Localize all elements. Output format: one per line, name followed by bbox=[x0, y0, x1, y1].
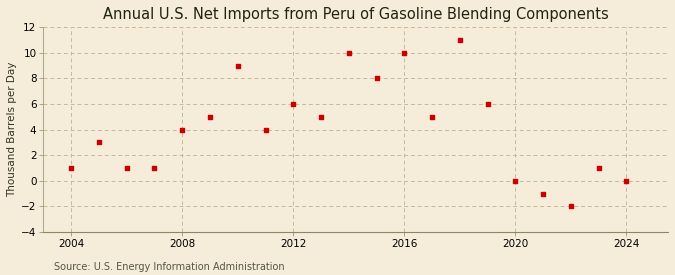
Point bbox=[399, 51, 410, 55]
Point bbox=[316, 115, 327, 119]
Point bbox=[122, 166, 132, 170]
Y-axis label: Thousand Barrels per Day: Thousand Barrels per Day bbox=[7, 62, 17, 197]
Point bbox=[205, 115, 215, 119]
Point bbox=[260, 127, 271, 132]
Point bbox=[538, 191, 549, 196]
Point bbox=[288, 102, 298, 106]
Title: Annual U.S. Net Imports from Peru of Gasoline Blending Components: Annual U.S. Net Imports from Peru of Gas… bbox=[103, 7, 609, 22]
Text: Source: U.S. Energy Information Administration: Source: U.S. Energy Information Administ… bbox=[54, 262, 285, 272]
Point bbox=[371, 76, 382, 81]
Point bbox=[593, 166, 604, 170]
Point bbox=[482, 102, 493, 106]
Point bbox=[94, 140, 105, 145]
Point bbox=[232, 64, 243, 68]
Point bbox=[65, 166, 76, 170]
Point bbox=[566, 204, 576, 208]
Point bbox=[427, 115, 437, 119]
Point bbox=[621, 178, 632, 183]
Point bbox=[344, 51, 354, 55]
Point bbox=[149, 166, 160, 170]
Point bbox=[177, 127, 188, 132]
Point bbox=[510, 178, 521, 183]
Point bbox=[454, 38, 465, 42]
